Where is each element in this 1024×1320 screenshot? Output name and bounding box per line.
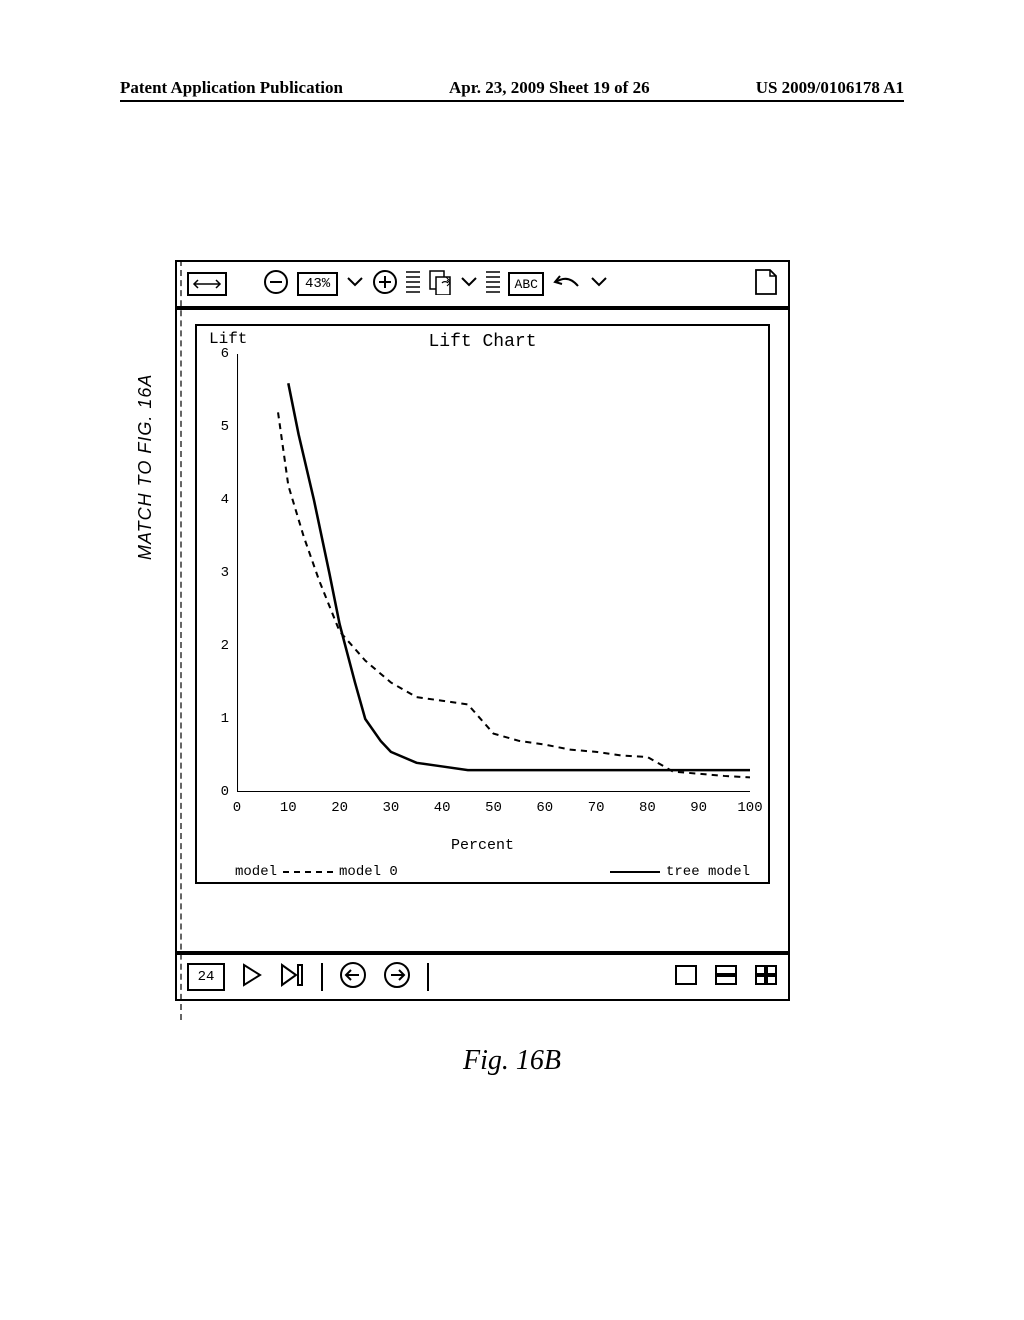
legend-solid-icon [610,871,660,873]
x-axis-title: Percent [197,837,768,854]
page-number-input[interactable]: 24 [187,963,225,991]
legend: model model 0 tree model [235,864,750,880]
fit-width-icon [192,277,222,291]
arrow-left-circle-icon [339,961,367,989]
x-tick-label: 40 [434,800,451,816]
play-end-icon [279,963,305,987]
match-label: MATCH TO FIG. 16A [135,374,156,560]
list-icon [486,268,500,296]
zoom-out-button[interactable] [263,269,289,300]
legend-item-model0: model model 0 [235,864,398,880]
chart-title: Lift Chart [197,332,768,352]
toolbar-separator [427,963,429,991]
arrow-right-circle-icon [383,961,411,989]
y-tick-label: 1 [215,711,229,727]
header-rule [120,100,904,102]
new-page-button[interactable] [754,268,778,301]
view-single-icon [674,964,698,986]
x-tick-label: 20 [331,800,348,816]
x-tick-label: 60 [536,800,553,816]
ruler-icon-1[interactable] [406,268,420,301]
copy-icon [428,269,452,295]
legend-dash-icon [283,871,333,873]
x-tick-label: 90 [690,800,707,816]
legend-item-tree: tree model [610,864,750,880]
y-tick-label: 6 [215,346,229,362]
header-right: US 2009/0106178 A1 [756,78,904,98]
x-tick-label: 80 [639,800,656,816]
ruler-icon-2[interactable] [486,268,500,301]
y-tick-label: 5 [215,419,229,435]
zoom-out-icon [263,269,289,295]
plot-area: 01234560102030405060708090100 [237,354,750,792]
zoom-in-button[interactable] [372,269,398,300]
abc-button[interactable]: ABC [508,272,544,296]
chart-frame: Lift Chart Lift 012345601020304050607080… [175,308,790,953]
chevron-down-icon [460,276,478,288]
undo-dropdown[interactable] [590,275,608,293]
copy-button[interactable] [428,269,452,300]
legend-model0-label: model 0 [339,864,398,880]
page-icon [754,268,778,296]
y-tick-label: 0 [215,784,229,800]
plot-svg [237,354,750,792]
view-grid-icon [754,964,778,986]
x-tick-label: 10 [280,800,297,816]
view-single-button[interactable] [674,964,698,991]
bottom-toolbar: 24 [175,953,790,1001]
x-tick-label: 100 [737,800,762,816]
legend-model-label: model [235,864,277,880]
play-icon [241,963,263,987]
copy-dropdown[interactable] [460,275,478,293]
view-stack-icon [714,964,738,986]
list-icon [406,268,420,296]
zoom-dropdown-button[interactable] [346,275,364,293]
y-tick-label: 4 [215,492,229,508]
figure-window: 43% ABC Lift Char [175,260,790,1001]
x-tick-label: 50 [485,800,502,816]
toolbar-separator [321,963,323,991]
chevron-down-icon [346,276,364,288]
view-grid-button[interactable] [754,964,778,991]
y-tick-label: 2 [215,638,229,654]
x-tick-label: 30 [382,800,399,816]
x-tick-label: 70 [588,800,605,816]
top-toolbar: 43% ABC [175,260,790,308]
y-tick-label: 3 [215,565,229,581]
fit-width-button[interactable] [187,272,227,296]
zoom-in-icon [372,269,398,295]
header-center: Apr. 23, 2009 Sheet 19 of 26 [449,78,650,98]
x-tick-label: 0 [233,800,241,816]
play-button[interactable] [241,963,263,992]
zoom-value[interactable]: 43% [297,272,338,296]
play-end-button[interactable] [279,963,305,992]
nav-back-button[interactable] [339,961,367,994]
chevron-down-icon [590,276,608,288]
view-stack-button[interactable] [714,964,738,991]
header-left: Patent Application Publication [120,78,343,98]
legend-tree-label: tree model [666,864,750,880]
undo-button[interactable] [552,272,582,297]
undo-icon [552,272,582,292]
nav-forward-button[interactable] [383,961,411,994]
chart-inner: Lift Chart Lift 012345601020304050607080… [195,324,770,884]
figure-caption: Fig. 16B [0,1045,1024,1077]
